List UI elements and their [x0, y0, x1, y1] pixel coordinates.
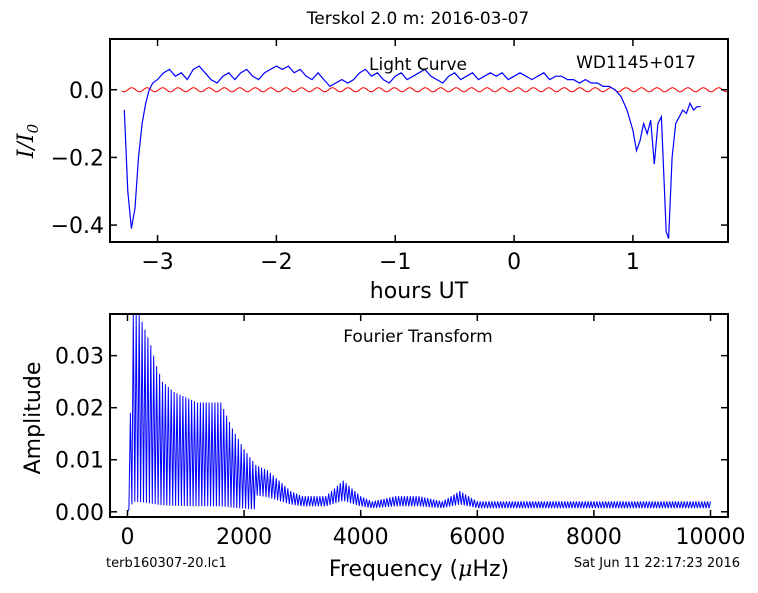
light-curve-ytick-label: −0.2	[51, 146, 104, 171]
light-curve-ytick-label: 0.0	[69, 79, 104, 104]
light-curve-xtick-label: 1	[626, 250, 640, 275]
light-curve-ylabel: I/I0	[14, 123, 42, 159]
light-curve-frame	[109, 38, 729, 243]
fourier-ytick-label: 0.02	[55, 397, 104, 422]
fourier-transform-panel: 0 2000 4000 6000 8000 10000 0.00 0.01 0.02 0.03 F…	[21, 313, 746, 582]
fourier-xtick-label: 2000	[216, 525, 272, 550]
object-name-annotation: WD1145+017	[576, 53, 696, 73]
light-curve-line	[123, 65, 701, 239]
light-curve-xtick-label: −1	[379, 250, 411, 275]
fourier-xtick-label: 0	[120, 525, 134, 550]
fourier-xtick-label: 10000	[676, 525, 746, 550]
light-curve-xtick-label: −3	[141, 250, 173, 275]
fourier-ylabel: Amplitude	[21, 362, 46, 475]
footer-timestamp: Sat Jun 11 22:17:23 2016	[574, 556, 740, 571]
light-curve-annotation: Light Curve	[369, 55, 467, 75]
fourier-ytick-label: 0.01	[55, 449, 104, 474]
light-curve-panel: −3 −2 −1 0 1 −0.4 −0.2 0.0 Light Curve WD1145+0…	[14, 38, 729, 304]
light-curve-xlabel: hours UT	[370, 279, 469, 304]
footer-filename: terb160307-20.lc1	[106, 556, 227, 571]
fourier-xtick-label: 4000	[333, 525, 389, 550]
light-curve-xtick-label: −2	[260, 250, 292, 275]
fourier-xtick-label: 8000	[566, 525, 622, 550]
fourier-xtick-label: 6000	[449, 525, 505, 550]
fourier-annotation: Fourier Transform	[343, 327, 492, 347]
light-curve-ytick-label: −0.4	[51, 214, 104, 239]
sinusoid-model-line	[121, 87, 729, 93]
figure-title: Terskol 2.0 m: 2016-03-07	[306, 9, 530, 29]
fourier-xlabel: Frequency (μHz)	[329, 557, 509, 582]
fourier-frame	[109, 313, 729, 518]
light-curve-xtick-label: 0	[507, 250, 521, 275]
fourier-ytick-label: 0.03	[55, 345, 104, 370]
fourier-amplitude-line	[127, 313, 711, 513]
fourier-ytick-label: 0.00	[55, 501, 104, 526]
